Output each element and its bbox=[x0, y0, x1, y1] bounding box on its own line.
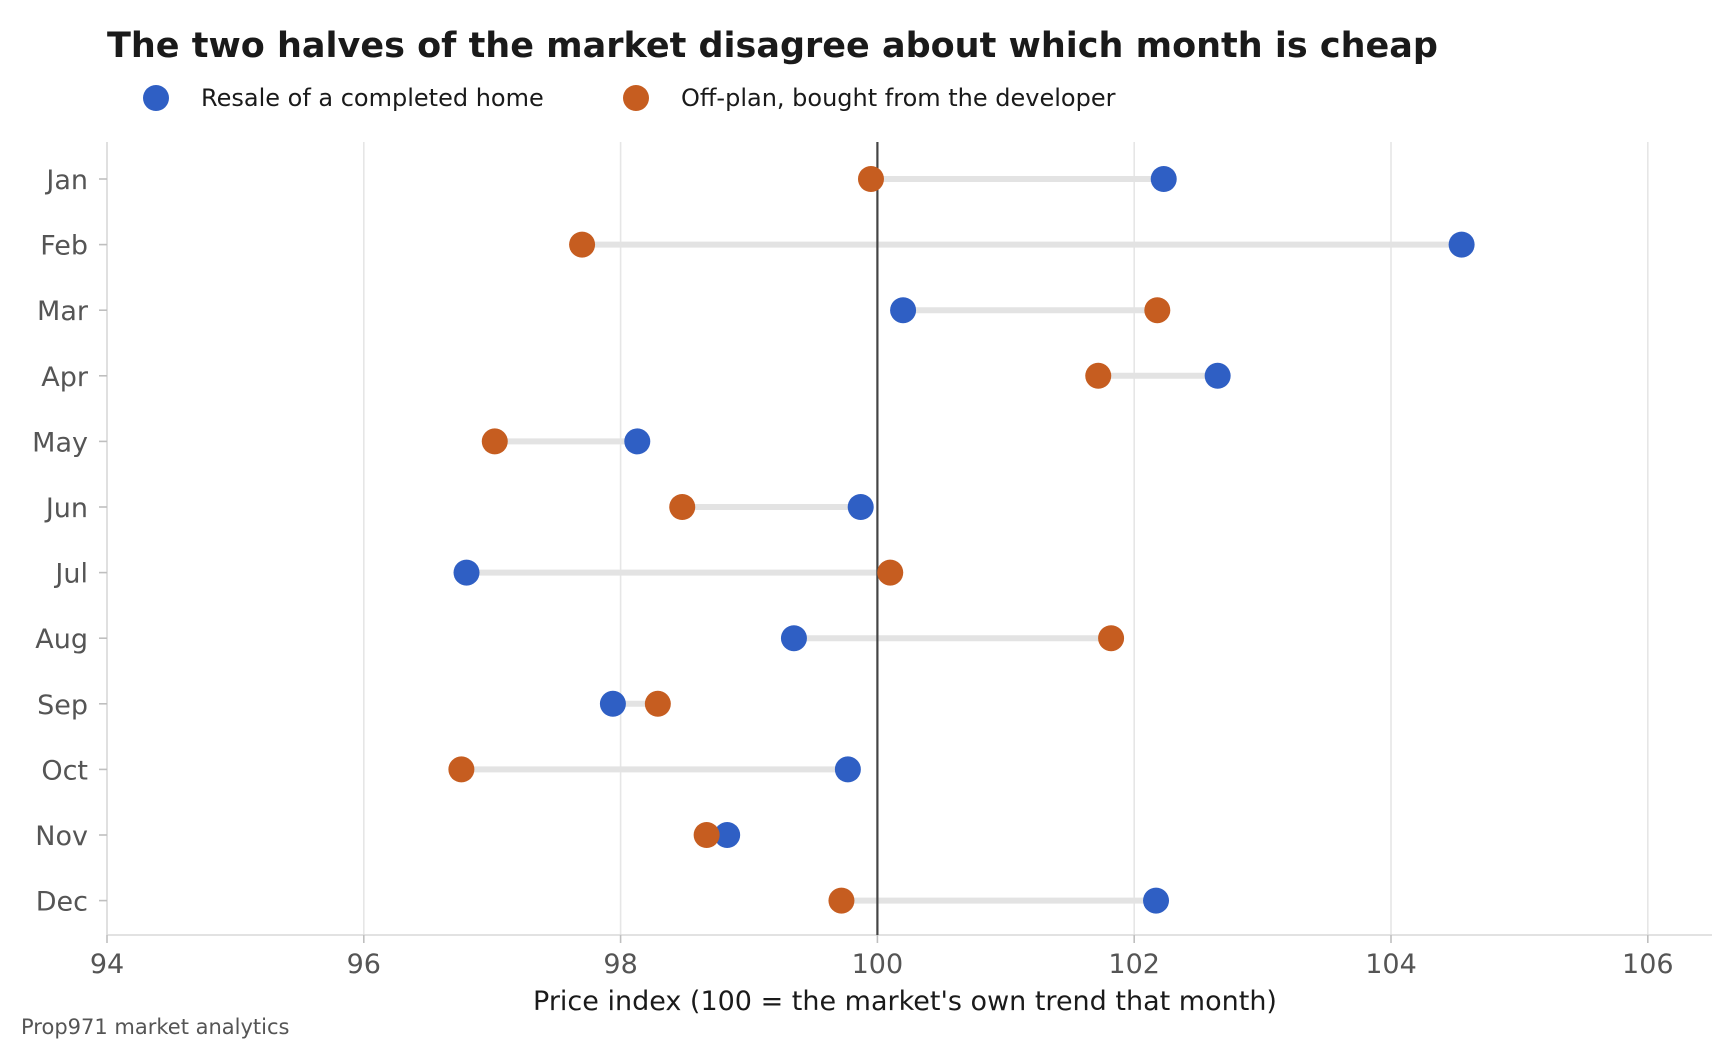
resale-point-mar bbox=[890, 297, 917, 324]
resale-point-aug bbox=[780, 625, 807, 652]
legend-label-offplan: Off-plan, bought from the developer bbox=[681, 84, 1116, 112]
y-tick-label-apr: Apr bbox=[41, 362, 89, 393]
resale-point-jun bbox=[847, 494, 874, 520]
resale-point-jan bbox=[1150, 166, 1177, 192]
resale-point-nov bbox=[714, 822, 741, 848]
y-tick-label-oct: Oct bbox=[41, 755, 88, 786]
y-tick-label-sep: Sep bbox=[37, 690, 88, 721]
legend-marker-offplan bbox=[623, 85, 649, 111]
x-tick-label-98: 98 bbox=[603, 949, 637, 980]
offplan-point-jun bbox=[669, 494, 696, 520]
legend-marker-resale bbox=[143, 85, 169, 111]
offplan-point-may bbox=[481, 428, 508, 455]
offplan-point-oct bbox=[448, 756, 475, 783]
x-tick-label-94: 94 bbox=[90, 949, 124, 980]
resale-point-sep bbox=[599, 690, 626, 717]
y-tick-label-feb: Feb bbox=[40, 231, 88, 262]
x-tick-label-106: 106 bbox=[1622, 949, 1674, 980]
resale-point-may bbox=[624, 428, 651, 455]
y-tick-label-jun: Jun bbox=[44, 493, 88, 524]
offplan-point-jul bbox=[877, 559, 904, 586]
offplan-point-sep bbox=[644, 690, 671, 717]
offplan-point-nov bbox=[693, 822, 720, 848]
resale-point-jul bbox=[453, 559, 480, 586]
y-tick-label-aug: Aug bbox=[35, 624, 88, 655]
y-tick-label-dec: Dec bbox=[36, 887, 88, 918]
source-note: Prop971 market analytics bbox=[21, 1015, 289, 1039]
resale-point-apr bbox=[1204, 362, 1231, 389]
resale-point-dec bbox=[1143, 887, 1170, 914]
y-tick-label-jul: Jul bbox=[53, 559, 88, 590]
plot-area: 94 96 98 100 102 104 106 Jan Feb Mar Apr May Jun Jul A… bbox=[32, 142, 1712, 980]
resale-point-oct bbox=[834, 756, 861, 783]
offplan-point-jan bbox=[857, 166, 884, 192]
x-tick-label-102: 102 bbox=[1108, 949, 1160, 980]
resale-point-feb bbox=[1448, 231, 1475, 258]
offplan-point-aug bbox=[1098, 625, 1125, 652]
x-tick-label-100: 100 bbox=[852, 949, 904, 980]
y-tick-label-mar: Mar bbox=[37, 296, 89, 327]
offplan-point-mar bbox=[1144, 297, 1171, 324]
x-tick-label-96: 96 bbox=[347, 949, 381, 980]
x-tick-label-104: 104 bbox=[1365, 949, 1417, 980]
offplan-point-apr bbox=[1085, 362, 1112, 389]
x-axis-label: Price index (100 = the market's own tren… bbox=[533, 986, 1277, 1017]
y-tick-label-nov: Nov bbox=[35, 821, 88, 852]
y-tick-label-jan: Jan bbox=[44, 165, 88, 196]
legend: Resale of a completed home Off-plan, bou… bbox=[143, 84, 1116, 112]
offplan-point-dec bbox=[828, 887, 855, 914]
chart-title: The two halves of the market disagree ab… bbox=[107, 26, 1438, 66]
offplan-point-feb bbox=[569, 231, 596, 258]
legend-label-resale: Resale of a completed home bbox=[201, 84, 544, 112]
y-tick-label-may: May bbox=[32, 427, 88, 458]
